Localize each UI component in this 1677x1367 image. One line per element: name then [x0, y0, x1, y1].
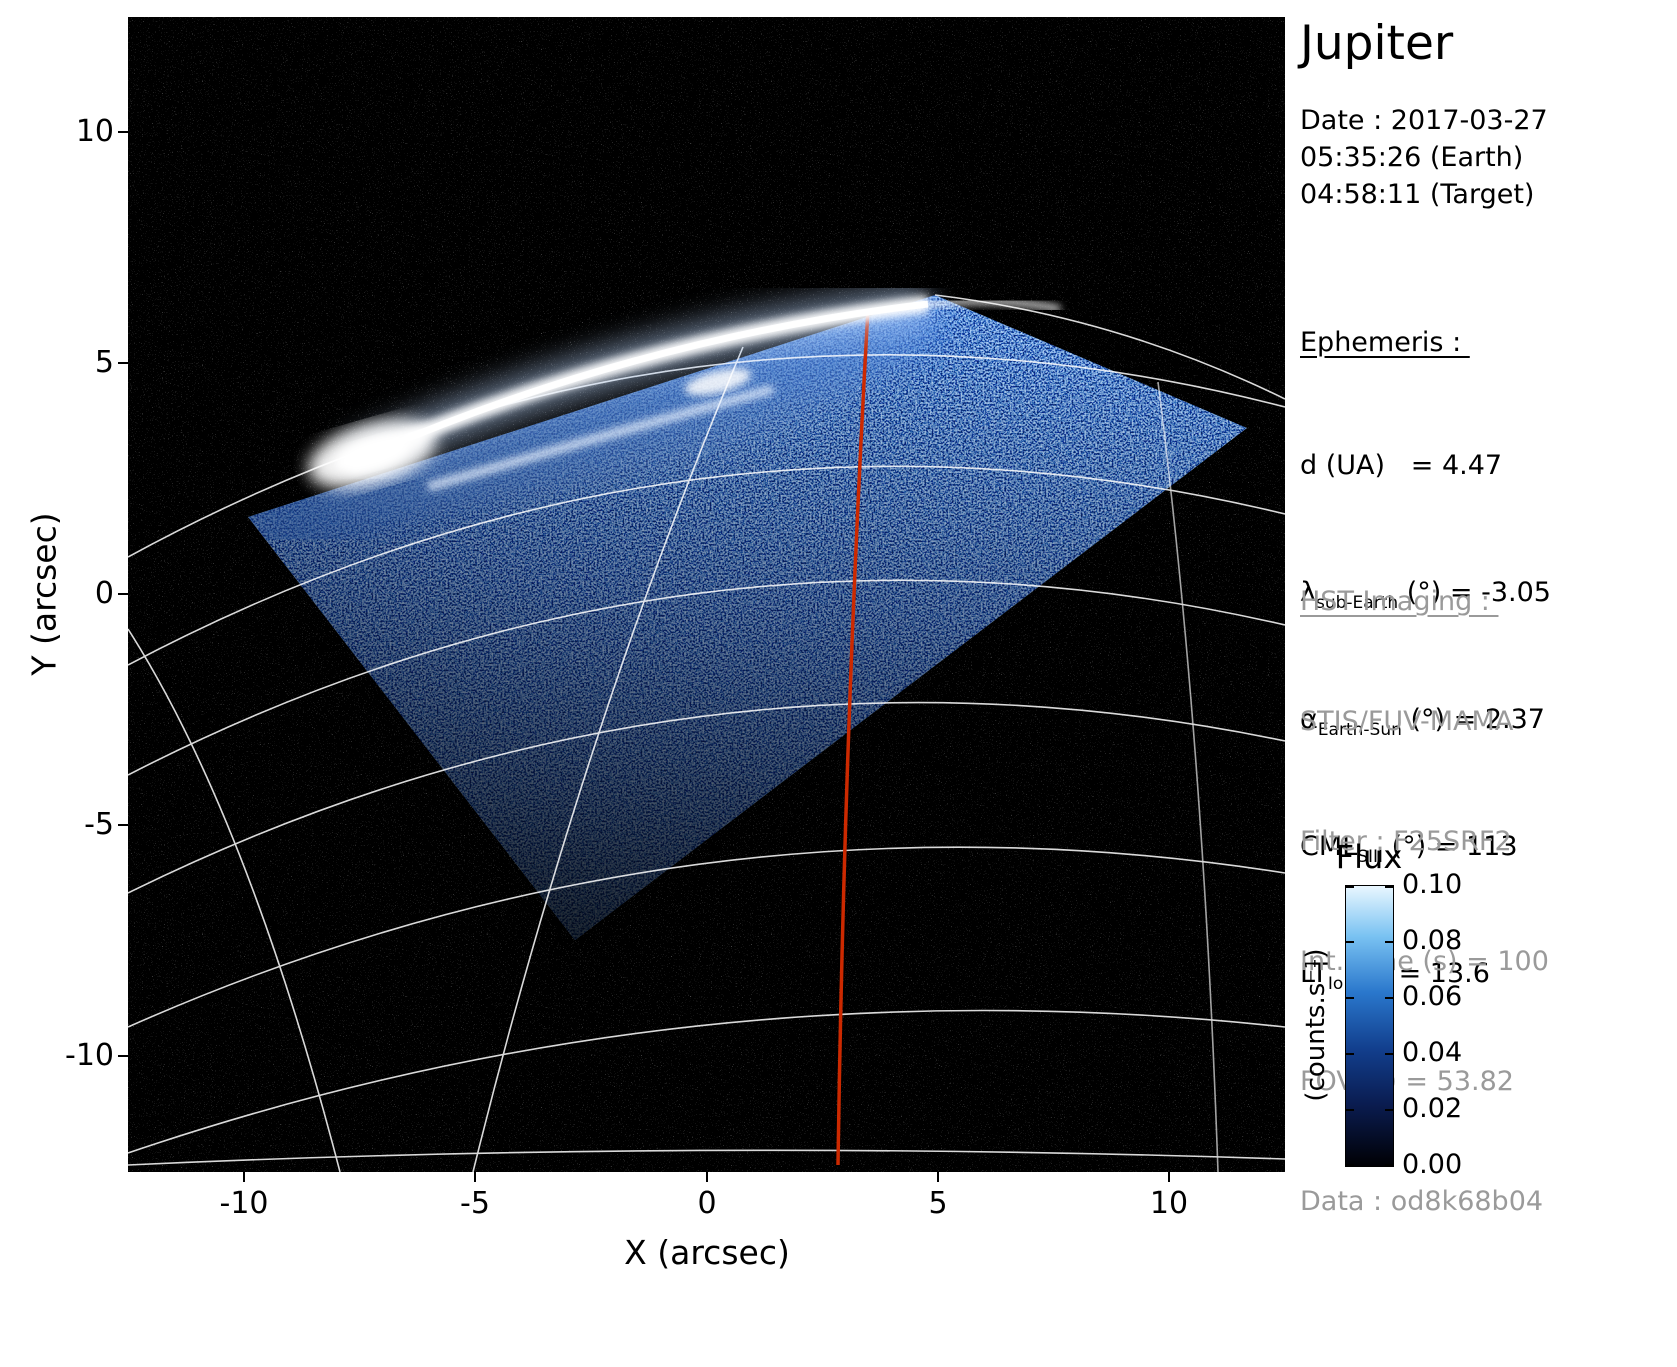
colorbar-tick-mark — [1346, 886, 1354, 888]
hst-line: Filter : F25SRF2 — [1300, 826, 1512, 857]
x-tick-label: 10 — [1149, 1186, 1189, 1221]
colorbar-tick-mark — [1346, 1164, 1354, 1166]
x-tick-mark — [243, 1172, 245, 1182]
hst-line: Data : od8k68b04 — [1300, 1186, 1544, 1217]
ephemeris-symbol: LT — [1300, 958, 1328, 989]
ephemeris-symbol: CML — [1300, 831, 1358, 862]
x-tick-label: -5 — [460, 1186, 490, 1221]
aurora-east-tail — [927, 298, 1061, 312]
planet-graticule — [128, 294, 1285, 1172]
ephemeris-subscript: SIII — [1357, 847, 1384, 867]
obs-time-earth: 05:35:26 (Earth) — [1300, 142, 1524, 173]
sky-image — [128, 17, 1285, 1172]
x-tick-mark — [937, 1172, 939, 1182]
ephemeris-symbol: α — [1300, 704, 1318, 735]
latitude-line — [128, 1149, 1285, 1166]
hst-header: HST Imaging : — [1300, 586, 1499, 617]
obs-time-target: 04:58:11 (Target) — [1300, 179, 1535, 210]
colorbar-tick-label: 0.06 — [1402, 981, 1463, 1012]
colorbar-tick-label: 0.00 — [1402, 1149, 1463, 1180]
aurora-secondary-arc — [426, 384, 775, 492]
aurora-emission — [308, 283, 1061, 492]
ephemeris-value: = 4.47 — [1385, 450, 1503, 481]
colorbar-tick-mark — [1385, 997, 1393, 999]
colorbar-title: Flux — [1335, 838, 1403, 876]
y-tick-mark — [118, 1055, 128, 1057]
ephemeris-value: (°) = -3.05 — [1398, 577, 1551, 608]
latitude-line — [128, 701, 1285, 894]
ephemeris-symbol: d (UA) — [1300, 450, 1386, 481]
ephemeris-line: CMLSIII (°) = 113 — [1300, 826, 1551, 871]
colorbar-tick-mark — [1385, 1109, 1393, 1111]
colorbar-tick-mark — [1346, 1109, 1354, 1111]
ephemeris-value: (°) = 113 — [1383, 831, 1518, 862]
colorbar-unit-label: (counts.s⁻¹) — [1301, 948, 1331, 1102]
observation-times: Date : 2017-03-27 05:35:26 (Earth) 04:58… — [1300, 102, 1548, 213]
hst-line: STIS/FUV-MAMA — [1300, 706, 1514, 737]
colorbar-tick-label: 0.10 — [1402, 869, 1463, 900]
x-axis-label: X (arcsec) — [624, 1233, 790, 1272]
ephemeris-block: Ephemeris : d (UA) = 4.47 λsub-Earth (°)… — [1300, 240, 1551, 1080]
x-tick-label: -10 — [219, 1186, 269, 1221]
ephemeris-line: λsub-Earth (°) = -3.05 — [1300, 572, 1551, 617]
y-tick-label: 0 — [94, 576, 114, 611]
cml-meridian-line — [836, 308, 870, 1166]
aurora-inner-patch — [684, 368, 752, 396]
colorbar-tick-mark — [1385, 1053, 1393, 1055]
colorbar-tick-mark — [1385, 886, 1393, 888]
ephemeris-header: Ephemeris : — [1300, 327, 1470, 358]
ephemeris-line: d (UA) = 4.47 — [1300, 445, 1551, 490]
aurora-hotspot-core — [335, 436, 409, 472]
ephemeris-subscript: sub-Earth — [1315, 593, 1399, 613]
plot-area — [128, 17, 1285, 1172]
ephemeris-symbol: λ — [1300, 577, 1316, 608]
colorbar-tick-label: 0.04 — [1402, 1037, 1463, 1068]
y-tick-label: 5 — [94, 345, 114, 380]
y-tick-mark — [118, 362, 128, 364]
latitude-line — [128, 353, 1285, 558]
ephemeris-subscript: Io — [1327, 974, 1344, 994]
latitude-line — [128, 846, 1285, 1028]
ephemeris-subscript: Earth-Sun — [1317, 720, 1402, 740]
colorbar-tick-label: 0.08 — [1402, 925, 1463, 956]
x-tick-label: 0 — [697, 1186, 717, 1221]
meridian-line — [1157, 381, 1219, 1172]
y-tick-mark — [118, 824, 128, 826]
colorbar-tick-mark — [1385, 941, 1393, 943]
latitude-line — [128, 465, 1285, 666]
y-tick-label: -5 — [84, 807, 114, 842]
colorbar-tick-mark — [1385, 1164, 1393, 1166]
latitude-line — [128, 579, 1285, 776]
x-tick-mark — [1168, 1172, 1170, 1182]
y-tick-mark — [118, 593, 128, 595]
hst-imaging-block: HST Imaging : STIS/FUV-MAMA Filter : F25… — [1300, 502, 1549, 1302]
x-tick-mark — [474, 1172, 476, 1182]
x-tick-label: 5 — [928, 1186, 948, 1221]
x-tick-mark — [706, 1172, 708, 1182]
plot-title: Jupiter — [1300, 16, 1454, 71]
y-tick-mark — [118, 131, 128, 133]
colorbar-tick-mark — [1346, 1053, 1354, 1055]
obs-date: Date : 2017-03-27 — [1300, 105, 1548, 136]
y-axis-label: Y (arcsec) — [24, 512, 64, 676]
ephemeris-value: (°) = 2.37 — [1401, 704, 1545, 735]
fov-depth-shading — [248, 295, 1247, 940]
colorbar-tick-mark — [1346, 941, 1354, 943]
meridian-line — [128, 628, 341, 1172]
y-tick-label: 10 — [75, 114, 114, 149]
flux-colorbar — [1345, 885, 1394, 1167]
latitude-line — [128, 1009, 1285, 1154]
y-tick-label: -10 — [65, 1038, 114, 1073]
meridian-line — [472, 346, 744, 1172]
colorbar-tick-mark — [1346, 997, 1354, 999]
colorbar-tick-label: 0.02 — [1402, 1093, 1463, 1124]
ephemeris-line: αEarth-Sun (°) = 2.37 — [1300, 699, 1551, 744]
